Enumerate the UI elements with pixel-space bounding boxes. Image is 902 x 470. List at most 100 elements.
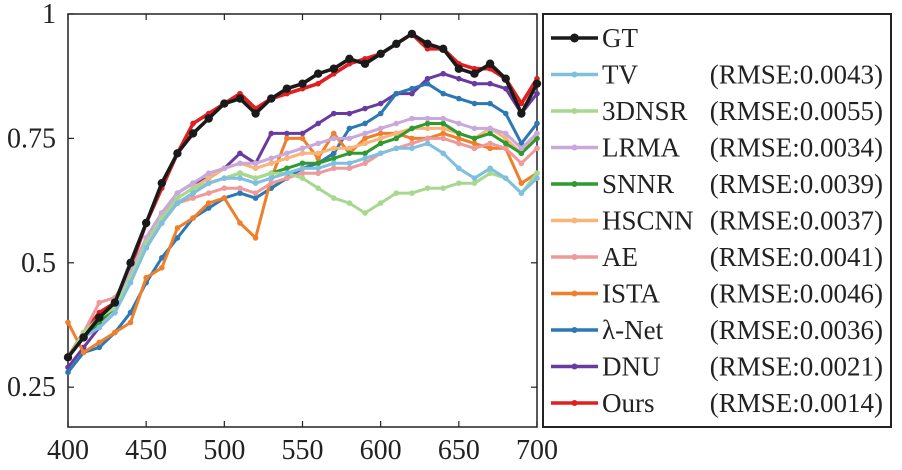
data-point bbox=[205, 190, 212, 196]
data-point bbox=[126, 258, 135, 267]
data-point bbox=[377, 140, 384, 147]
data-point bbox=[487, 125, 493, 132]
data-point bbox=[143, 245, 149, 251]
data-point bbox=[315, 120, 321, 127]
data-point bbox=[268, 180, 275, 186]
data-point bbox=[471, 175, 478, 182]
data-point bbox=[409, 140, 415, 147]
data-point bbox=[471, 125, 478, 132]
data-point bbox=[376, 49, 385, 59]
data-point bbox=[501, 74, 510, 83]
data-point bbox=[502, 145, 509, 152]
data-point bbox=[96, 299, 103, 306]
data-point bbox=[315, 170, 321, 177]
data-point bbox=[487, 140, 493, 147]
data-point bbox=[174, 200, 181, 206]
data-point bbox=[313, 69, 323, 78]
data-point bbox=[299, 150, 306, 157]
legend-marker bbox=[571, 400, 578, 406]
data-point bbox=[518, 100, 525, 107]
data-point bbox=[487, 80, 493, 87]
data-point bbox=[237, 150, 243, 157]
data-point bbox=[330, 130, 337, 137]
data-point bbox=[456, 75, 462, 82]
data-point bbox=[362, 120, 368, 127]
legend-rmse: (RMSE:0.0021) bbox=[710, 352, 883, 382]
data-point bbox=[190, 215, 196, 221]
data-point bbox=[362, 155, 368, 162]
data-point bbox=[221, 185, 228, 191]
data-point bbox=[409, 125, 415, 132]
data-point bbox=[393, 130, 400, 137]
data-point bbox=[518, 190, 525, 196]
data-point bbox=[205, 180, 212, 186]
data-point bbox=[315, 155, 321, 162]
data-point bbox=[284, 155, 290, 162]
data-point bbox=[407, 29, 417, 39]
data-point bbox=[534, 130, 540, 137]
data-point bbox=[360, 59, 370, 68]
data-point bbox=[252, 235, 259, 241]
data-point bbox=[346, 125, 353, 132]
data-point bbox=[79, 333, 88, 342]
legend-item-ISTA: ISTA (RMSE:0.0046) bbox=[551, 279, 883, 309]
data-point bbox=[237, 190, 243, 196]
data-point bbox=[518, 140, 525, 147]
legend-label: DNU bbox=[602, 352, 661, 382]
legend-label: LRMA bbox=[602, 133, 681, 163]
data-point bbox=[299, 135, 306, 142]
data-point bbox=[284, 175, 290, 182]
data-point bbox=[487, 145, 493, 152]
data-point bbox=[518, 150, 525, 157]
data-point bbox=[252, 190, 259, 196]
data-point bbox=[377, 150, 384, 157]
data-point bbox=[502, 135, 509, 142]
data-point bbox=[485, 59, 495, 68]
data-point bbox=[173, 149, 182, 158]
data-point bbox=[159, 264, 165, 271]
data-point bbox=[190, 185, 196, 191]
data-point bbox=[330, 195, 337, 201]
data-point bbox=[112, 309, 118, 316]
data-point bbox=[221, 195, 228, 201]
data-point bbox=[471, 180, 478, 186]
data-point bbox=[440, 90, 447, 97]
data-point bbox=[456, 135, 462, 142]
data-point bbox=[456, 140, 462, 147]
data-point bbox=[440, 150, 447, 157]
data-point bbox=[284, 150, 290, 157]
data-point bbox=[487, 100, 493, 107]
data-point bbox=[282, 84, 292, 93]
data-point bbox=[424, 135, 431, 142]
data-point bbox=[221, 175, 228, 182]
data-point bbox=[502, 175, 509, 182]
data-point bbox=[456, 120, 462, 127]
data-point bbox=[96, 344, 103, 351]
data-point bbox=[315, 160, 321, 167]
data-point bbox=[424, 125, 431, 132]
data-point bbox=[502, 140, 509, 147]
data-point bbox=[346, 165, 353, 172]
data-point bbox=[409, 85, 415, 92]
data-point bbox=[393, 90, 400, 97]
data-point bbox=[392, 39, 401, 49]
data-point bbox=[268, 160, 275, 167]
data-point bbox=[517, 109, 526, 118]
data-point bbox=[205, 170, 212, 177]
data-point bbox=[251, 109, 260, 118]
data-point bbox=[315, 80, 321, 87]
data-point bbox=[315, 185, 321, 191]
y-tick-label: 0.5 bbox=[21, 248, 56, 279]
legend-marker bbox=[571, 71, 578, 78]
data-point bbox=[424, 185, 431, 191]
legend-marker bbox=[571, 327, 578, 333]
data-point bbox=[518, 145, 525, 152]
data-point bbox=[284, 135, 290, 142]
data-point bbox=[346, 200, 353, 206]
legend-label: SNNR bbox=[602, 169, 674, 199]
plot-frame bbox=[67, 13, 538, 428]
data-point bbox=[63, 353, 73, 362]
data-point bbox=[268, 130, 275, 137]
data-point bbox=[346, 110, 353, 117]
data-point bbox=[471, 100, 478, 107]
